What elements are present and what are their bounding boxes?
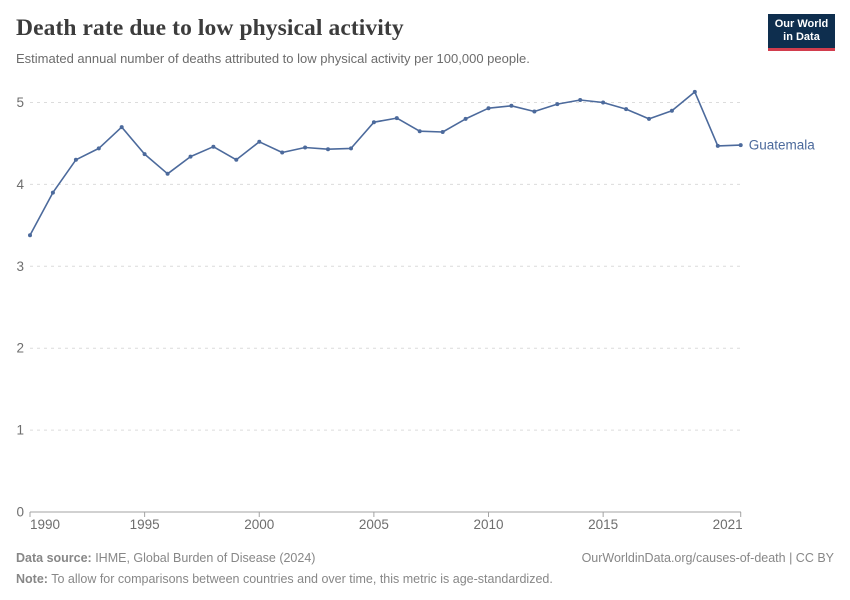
data-point[interactable] (211, 144, 216, 149)
data-point[interactable] (532, 109, 537, 114)
data-point[interactable] (257, 139, 262, 144)
data-point[interactable] (738, 143, 743, 148)
series-end-label[interactable]: Guatemala (749, 138, 816, 153)
owid-logo[interactable]: Our World in Data (768, 14, 835, 51)
data-point[interactable] (440, 130, 445, 134)
data-point[interactable] (28, 233, 32, 238)
data-point[interactable] (692, 89, 697, 94)
data-point[interactable] (394, 116, 399, 121)
data-point[interactable] (624, 107, 629, 112)
data-point[interactable] (96, 146, 101, 151)
data-point[interactable] (509, 103, 514, 108)
data-point[interactable] (165, 171, 170, 176)
data-point[interactable] (647, 116, 651, 121)
x-tick-label: 1995 (130, 517, 160, 532)
y-tick-label: 3 (16, 259, 24, 274)
x-tick-label: 2000 (244, 517, 274, 532)
y-tick-label: 1 (16, 423, 24, 438)
data-point[interactable] (555, 102, 560, 107)
data-point[interactable] (142, 152, 147, 157)
data-point[interactable] (234, 157, 239, 162)
data-point[interactable] (463, 116, 468, 121)
data-source-label: Data source: (16, 551, 92, 565)
note-label: Note: (16, 572, 48, 586)
data-point[interactable] (303, 145, 308, 150)
owid-logo-line2: in Data (783, 31, 820, 43)
owid-logo-line1: Our World (774, 18, 829, 30)
data-point[interactable] (119, 125, 124, 130)
data-point[interactable] (188, 154, 193, 159)
data-point[interactable] (349, 146, 353, 151)
x-tick-label: 2005 (359, 517, 389, 532)
data-point[interactable] (280, 150, 285, 155)
data-point[interactable] (326, 147, 330, 152)
x-tick-label: 2021 (713, 517, 743, 532)
x-tick-label: 2010 (473, 517, 503, 532)
data-point[interactable] (417, 129, 422, 134)
data-point[interactable] (669, 108, 674, 113)
chart-footer: Data source: IHME, Global Burden of Dise… (16, 548, 834, 590)
page-title: Death rate due to low physical activity (16, 15, 404, 41)
x-tick-label: 1990 (30, 517, 60, 532)
note-text: To allow for comparisons between countri… (47, 572, 553, 586)
y-tick-label: 4 (16, 177, 24, 192)
page-subtitle: Estimated annual number of deaths attrib… (16, 51, 530, 66)
series-line-guatemala[interactable] (29, 91, 742, 236)
data-point[interactable] (486, 106, 491, 111)
y-tick-label: 0 (16, 505, 24, 520)
data-point[interactable] (601, 100, 606, 105)
y-tick-label: 5 (16, 95, 24, 110)
data-source-text: IHME, Global Burden of Disease (2024) (91, 551, 316, 565)
x-tick-label: 2015 (588, 517, 618, 532)
data-point[interactable] (50, 190, 55, 195)
data-point[interactable] (578, 98, 583, 102)
data-source-line: Data source: IHME, Global Burden of Dise… (16, 548, 315, 569)
y-tick-label: 2 (16, 341, 24, 356)
attribution-link[interactable]: OurWorldinData.org/causes-of-death | CC … (581, 551, 834, 565)
data-point[interactable] (73, 157, 78, 162)
data-point[interactable] (715, 143, 720, 148)
data-point[interactable] (371, 120, 376, 125)
